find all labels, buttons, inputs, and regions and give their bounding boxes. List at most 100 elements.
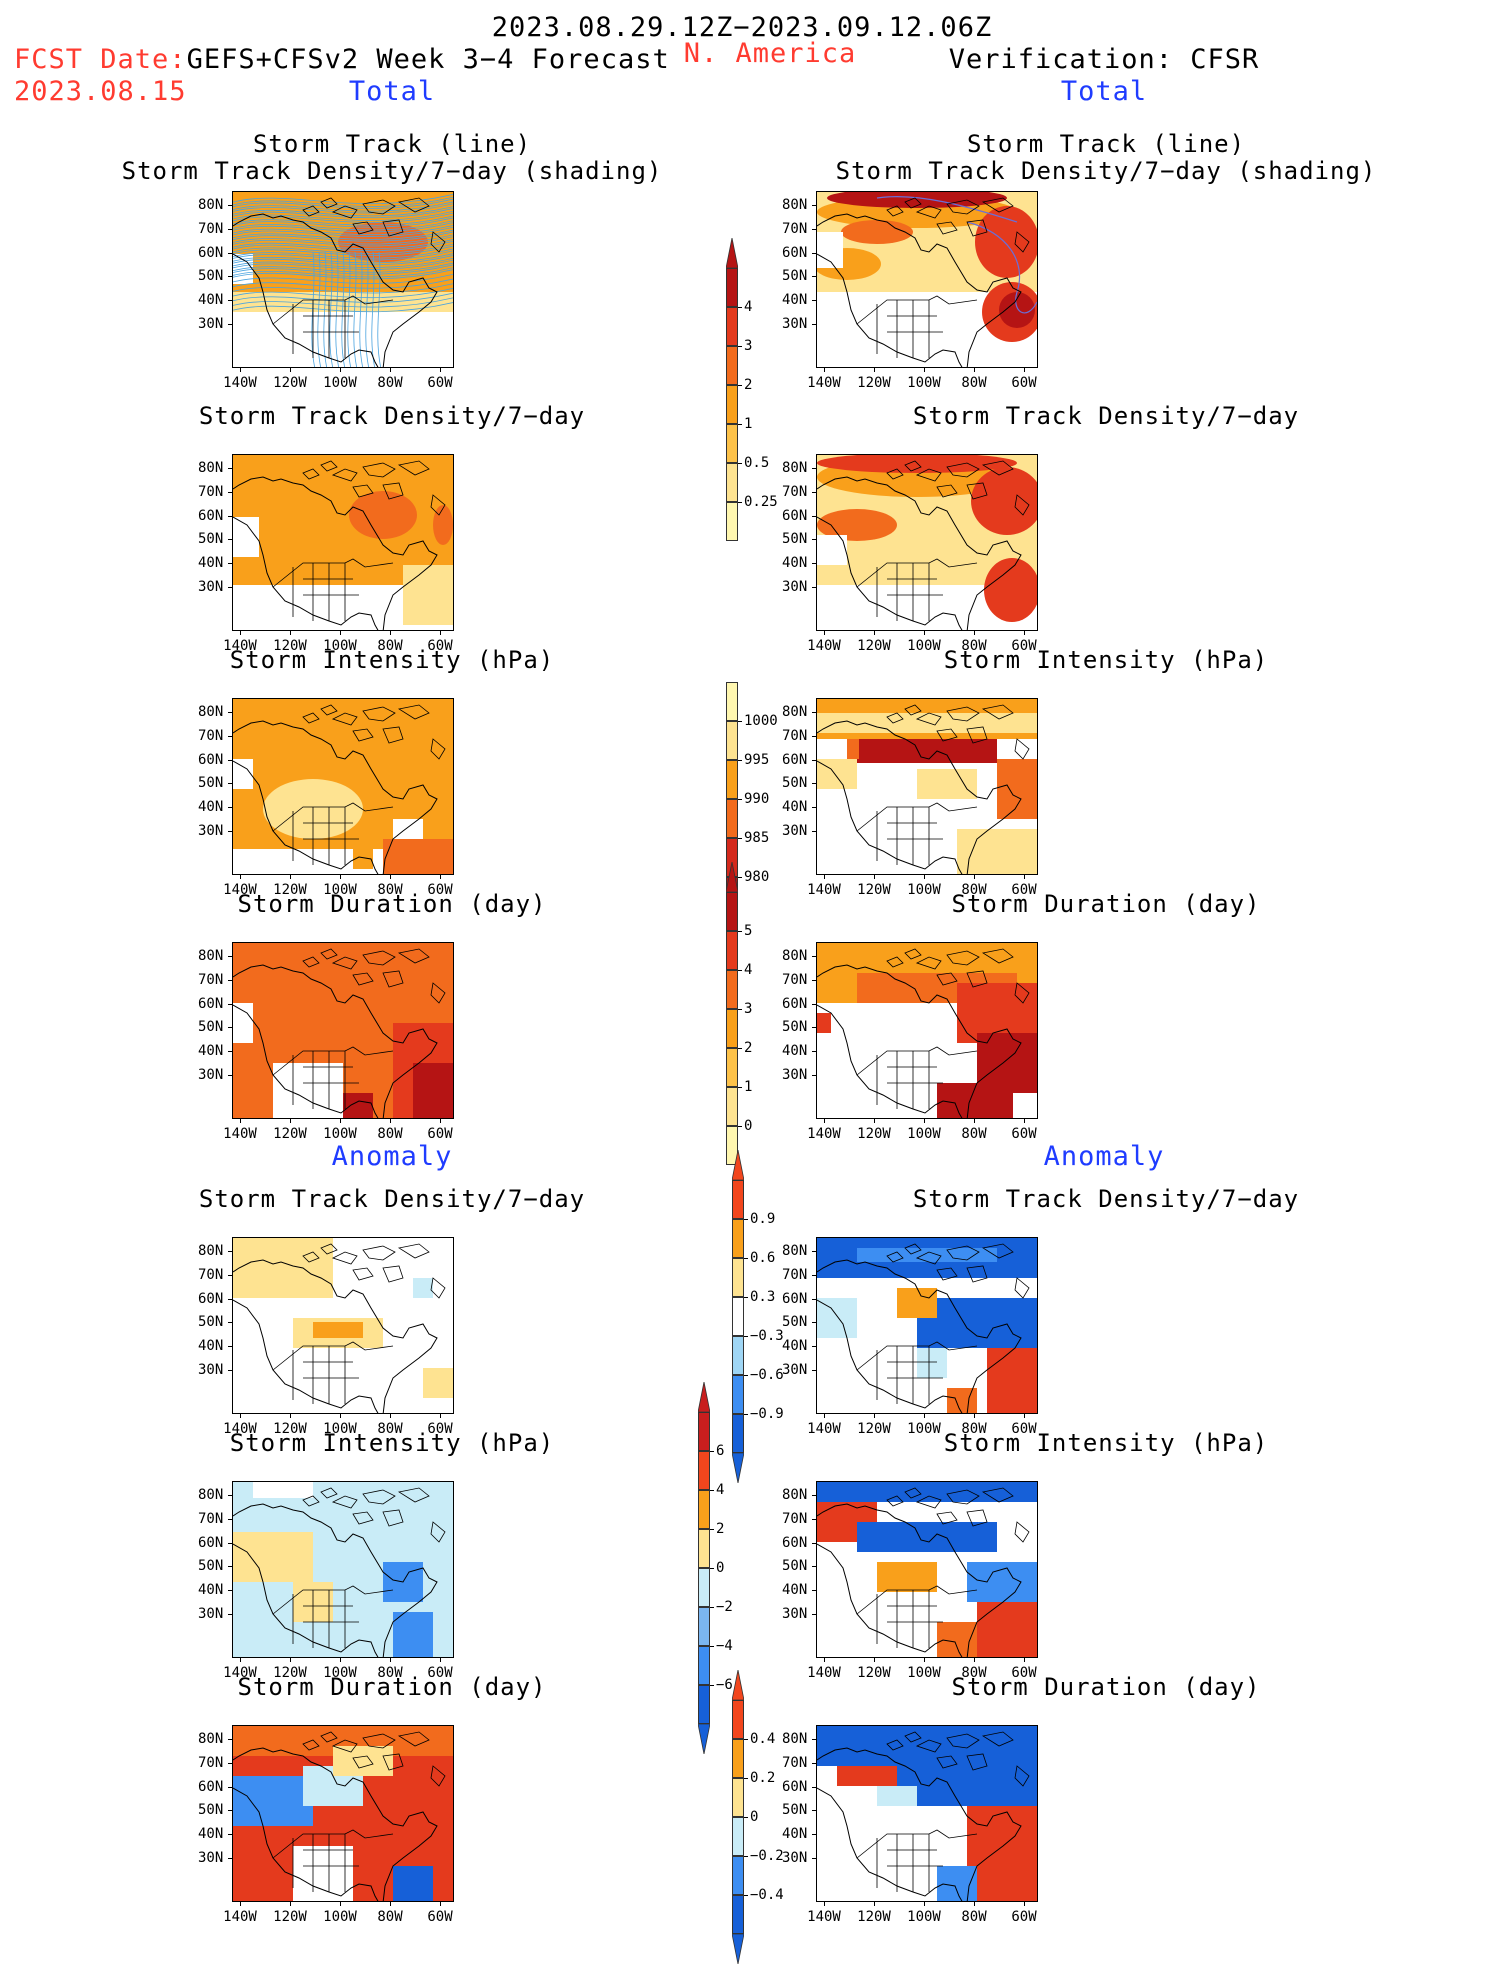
lon-tick-label: 80W xyxy=(377,1665,403,1681)
colorbar-label: 2 xyxy=(716,1521,725,1537)
storm-track-line xyxy=(233,222,453,233)
colorbar-arrow-shape xyxy=(732,1934,744,1964)
fcst-date-value: 2023.08.15 xyxy=(14,76,187,107)
lat-tick-label: 30N xyxy=(782,1067,808,1083)
shade-blob xyxy=(349,491,417,539)
lat-tick-label: 30N xyxy=(198,316,224,332)
lat-tick-label: 60N xyxy=(198,1535,224,1551)
map-shading xyxy=(817,455,1037,630)
colorbar-segment xyxy=(726,799,738,838)
lon-tick xyxy=(974,1902,975,1906)
colorbar-label: 0.4 xyxy=(750,1731,776,1747)
shade-cell xyxy=(967,1562,1037,1602)
lat-tick xyxy=(812,1004,816,1005)
lon-tick xyxy=(290,631,291,635)
lon-tick xyxy=(824,631,825,635)
shade-cell xyxy=(937,1083,987,1118)
panel-title-anom-density-left: Storm Track Density/7−day xyxy=(198,1185,586,1213)
coastline xyxy=(233,964,438,1118)
colorbar-segment xyxy=(698,1490,710,1529)
lat-tick xyxy=(812,1027,816,1028)
arctic-islands xyxy=(302,1731,446,1787)
colorbar-segment xyxy=(726,931,738,970)
storm-track-line xyxy=(365,251,370,367)
colorbar-tick xyxy=(744,1258,748,1259)
map-frame xyxy=(816,1237,1038,1414)
colorbar-label: −2 xyxy=(716,1599,733,1615)
shade-cell xyxy=(817,1298,857,1338)
lat-tick xyxy=(228,300,232,301)
region-label: N. America xyxy=(683,38,857,69)
lon-tick xyxy=(290,1902,291,1906)
shade-cell xyxy=(967,1806,1037,1901)
arctic-islands xyxy=(886,704,1030,760)
lat-tick-label: 70N xyxy=(782,1267,808,1283)
lat-tick xyxy=(228,324,232,325)
colorbar-tick xyxy=(738,1009,742,1010)
colorbar-label: 0.3 xyxy=(750,1289,776,1305)
colorbar-tick xyxy=(738,424,742,425)
lon-tick xyxy=(924,1119,925,1123)
colorbar-label: 4 xyxy=(716,1482,725,1498)
shade-cell xyxy=(917,1348,947,1378)
shade-cell xyxy=(413,1063,453,1118)
lat-tick xyxy=(228,1763,232,1764)
storm-track-line xyxy=(233,220,453,231)
fcst-model: GEFS+CFSv2 Week 3−4 Forecast xyxy=(186,44,670,75)
lat-tick xyxy=(812,563,816,564)
lat-tick-label: 60N xyxy=(198,508,224,524)
lat-tick xyxy=(812,468,816,469)
political-borders xyxy=(856,558,978,621)
lon-tick-label: 60W xyxy=(427,1909,453,1925)
map-panel-anom-duration-left: 80N 70N 60N 50N 40N 30N 140W 120W 100W 80W 60W xyxy=(198,1725,468,1935)
storm-track-line xyxy=(323,251,328,367)
lat-tick xyxy=(812,1858,816,1859)
lat-tick xyxy=(812,956,816,957)
map-frame xyxy=(232,191,454,368)
colorbar-tick xyxy=(738,931,742,932)
colorbar-segment xyxy=(726,760,738,799)
panel-title-anom-intensity-right: Storm Intensity (hPa) xyxy=(943,1429,1269,1457)
colorbar-tick xyxy=(744,1739,748,1740)
colorbar-arrow-up xyxy=(732,1670,744,1700)
lon-tick xyxy=(290,368,291,372)
lat-tick xyxy=(228,783,232,784)
lon-tick xyxy=(240,368,241,372)
colorbar-segment xyxy=(698,1685,710,1724)
storm-track-line xyxy=(353,251,358,367)
lat-tick-label: 60N xyxy=(198,245,224,261)
map-panel-duration-left: 80N 70N 60N 50N 40N 30N 140W 120W 100W 80W 60W xyxy=(198,942,468,1152)
lat-tick-label: 70N xyxy=(198,728,224,744)
lat-tick xyxy=(812,300,816,301)
lat-tick-label: 30N xyxy=(782,823,808,839)
blank-cell xyxy=(817,232,843,268)
map-shading xyxy=(233,192,453,367)
lat-tick-label: 70N xyxy=(782,972,808,988)
lon-tick xyxy=(824,1902,825,1906)
lon-tick xyxy=(874,1414,875,1418)
colorbar-arrow-down xyxy=(732,1453,744,1483)
lon-tick-label: 120W xyxy=(273,882,307,898)
shade-cell xyxy=(817,1482,1037,1502)
colorbar-label: −4 xyxy=(716,1638,733,1654)
blank-cell xyxy=(233,1003,253,1043)
shade-cell xyxy=(857,1522,997,1552)
lat-tick xyxy=(812,1051,816,1052)
lon-tick-label: 100W xyxy=(323,1909,357,1925)
shade-cell xyxy=(233,1776,313,1826)
lon-tick xyxy=(440,1902,441,1906)
colorbar-arrow-shape xyxy=(732,1453,744,1483)
lon-tick xyxy=(1024,1414,1025,1418)
map-shading xyxy=(817,1238,1037,1413)
map-frame xyxy=(816,1481,1038,1658)
political-borders xyxy=(856,1046,978,1109)
storm-track-line xyxy=(233,217,453,228)
coastline xyxy=(233,213,438,367)
map-frame xyxy=(232,942,454,1119)
lon-tick xyxy=(340,1119,341,1123)
coastline xyxy=(817,1747,1022,1901)
lat-tick xyxy=(812,1543,816,1544)
map-shading xyxy=(233,699,453,874)
lat-tick xyxy=(812,492,816,493)
political-borders xyxy=(272,1046,394,1109)
